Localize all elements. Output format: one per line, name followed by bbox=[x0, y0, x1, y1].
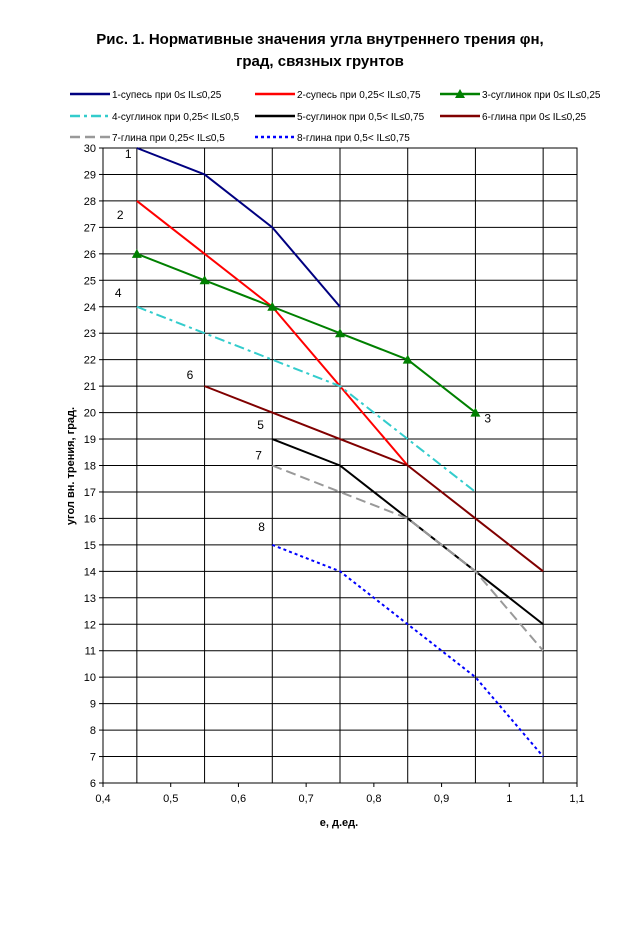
legend-entry-7: 7-глина при 0,25< IL≤0,5 bbox=[112, 133, 225, 144]
curve-label-4: 4 bbox=[115, 286, 122, 300]
grid bbox=[103, 147, 577, 784]
y-tick-label: 25 bbox=[84, 275, 96, 287]
curve-label-3: 3 bbox=[484, 412, 491, 426]
y-tick-label: 17 bbox=[84, 487, 96, 499]
legend-marker-3 bbox=[455, 89, 465, 98]
legend-entry-4: 4-суглинок при 0,25< IL≤0,5 bbox=[112, 112, 240, 123]
y-tick-label: 7 bbox=[90, 752, 96, 764]
legend-entry-3: 3-суглинок при 0≤ IL≤0,25 bbox=[482, 90, 601, 101]
x-tick-label: 1 bbox=[506, 793, 512, 805]
x-tick-label: 0,5 bbox=[163, 793, 178, 805]
series-marker-3 bbox=[335, 328, 345, 338]
series-marker-3 bbox=[267, 301, 278, 311]
legend-entry-5: 5-суглинок при 0,5< IL≤0,75 bbox=[297, 112, 425, 123]
y-tick-label: 21 bbox=[84, 381, 96, 393]
chart-title-line-2: град, связных грунтов bbox=[236, 53, 404, 70]
series-marker-3 bbox=[402, 354, 413, 364]
curve-label-6: 6 bbox=[187, 368, 194, 382]
legend-entry-1: 1-супесь при 0≤ IL≤0,25 bbox=[112, 90, 222, 101]
y-tick-label: 22 bbox=[84, 355, 96, 367]
x-tick-label: 0,8 bbox=[366, 793, 381, 805]
y-tick-label: 26 bbox=[84, 249, 96, 261]
y-tick-label: 19 bbox=[84, 434, 96, 446]
series-line-3 bbox=[136, 252, 477, 414]
y-tick-label: 9 bbox=[90, 699, 96, 711]
x-axis: 0,4 0,5 0,6 0,7 0,8 0,9 1 1,1 bbox=[95, 783, 585, 805]
curve-label-1: 1 bbox=[125, 147, 132, 161]
x-axis-label: е, д.ед. bbox=[320, 817, 358, 829]
x-tick-label: 0,7 bbox=[298, 793, 313, 805]
y-tick-label: 15 bbox=[84, 540, 96, 552]
curve-label-2: 2 bbox=[117, 208, 124, 222]
chart-title-line-1: Рис. 1. Нормативные значения угла внутре… bbox=[96, 31, 543, 48]
legend: 1-супесь при 0≤ IL≤0,25 2-супесь при 0,25… bbox=[70, 89, 601, 144]
y-tick-label: 16 bbox=[84, 513, 96, 525]
y-tick-label: 6 bbox=[90, 778, 96, 790]
y-tick-label: 30 bbox=[84, 143, 96, 155]
y-tick-label: 14 bbox=[84, 566, 96, 578]
series-line-4 bbox=[136, 305, 477, 493]
legend-entry-8: 8-глина при 0,5< IL≤0,75 bbox=[297, 133, 410, 144]
y-axis-label: угол вн. трения, град. bbox=[65, 407, 77, 525]
y-tick-label: 10 bbox=[84, 672, 96, 684]
y-tick-label: 24 bbox=[84, 302, 96, 314]
curve-labels: 1 2 3 4 5 6 7 8 bbox=[115, 147, 492, 534]
series-line-5 bbox=[271, 438, 544, 626]
series-group bbox=[131, 147, 544, 758]
series-marker-3 bbox=[470, 407, 481, 417]
curve-label-7: 7 bbox=[255, 449, 262, 463]
series-marker-3 bbox=[131, 248, 142, 258]
legend-entry-6: 6-глина при 0≤ IL≤0,25 bbox=[482, 112, 587, 123]
y-tick-label: 11 bbox=[85, 646, 96, 658]
curve-label-8: 8 bbox=[258, 520, 265, 534]
series-line-8 bbox=[271, 543, 544, 758]
y-tick-label: 8 bbox=[90, 725, 96, 737]
legend-entry-2: 2-супесь при 0,25< IL≤0,75 bbox=[297, 90, 421, 101]
x-tick-label: 1,1 bbox=[569, 793, 584, 805]
curve-label-5: 5 bbox=[257, 418, 264, 432]
y-tick-label: 13 bbox=[84, 593, 96, 605]
series-marker-3 bbox=[199, 275, 210, 285]
series-line-1 bbox=[136, 147, 341, 308]
y-axis: 6 7 8 9 10 11 12 13 14 15 16 17 18 19 20 21 22 23 24 25 26 27… bbox=[84, 143, 103, 790]
x-tick-label: 0,9 bbox=[434, 793, 449, 805]
y-tick-label: 23 bbox=[84, 328, 96, 340]
y-tick-label: 18 bbox=[84, 461, 96, 473]
x-tick-label: 0,4 bbox=[95, 793, 110, 805]
series-line-7 bbox=[271, 464, 544, 652]
x-tick-label: 0,6 bbox=[231, 793, 246, 805]
y-tick-label: 27 bbox=[84, 222, 96, 234]
y-tick-label: 12 bbox=[84, 619, 96, 631]
series-line-6 bbox=[204, 385, 544, 573]
y-tick-label: 29 bbox=[84, 169, 96, 181]
y-tick-label: 20 bbox=[84, 408, 96, 420]
y-tick-label: 28 bbox=[84, 196, 96, 208]
